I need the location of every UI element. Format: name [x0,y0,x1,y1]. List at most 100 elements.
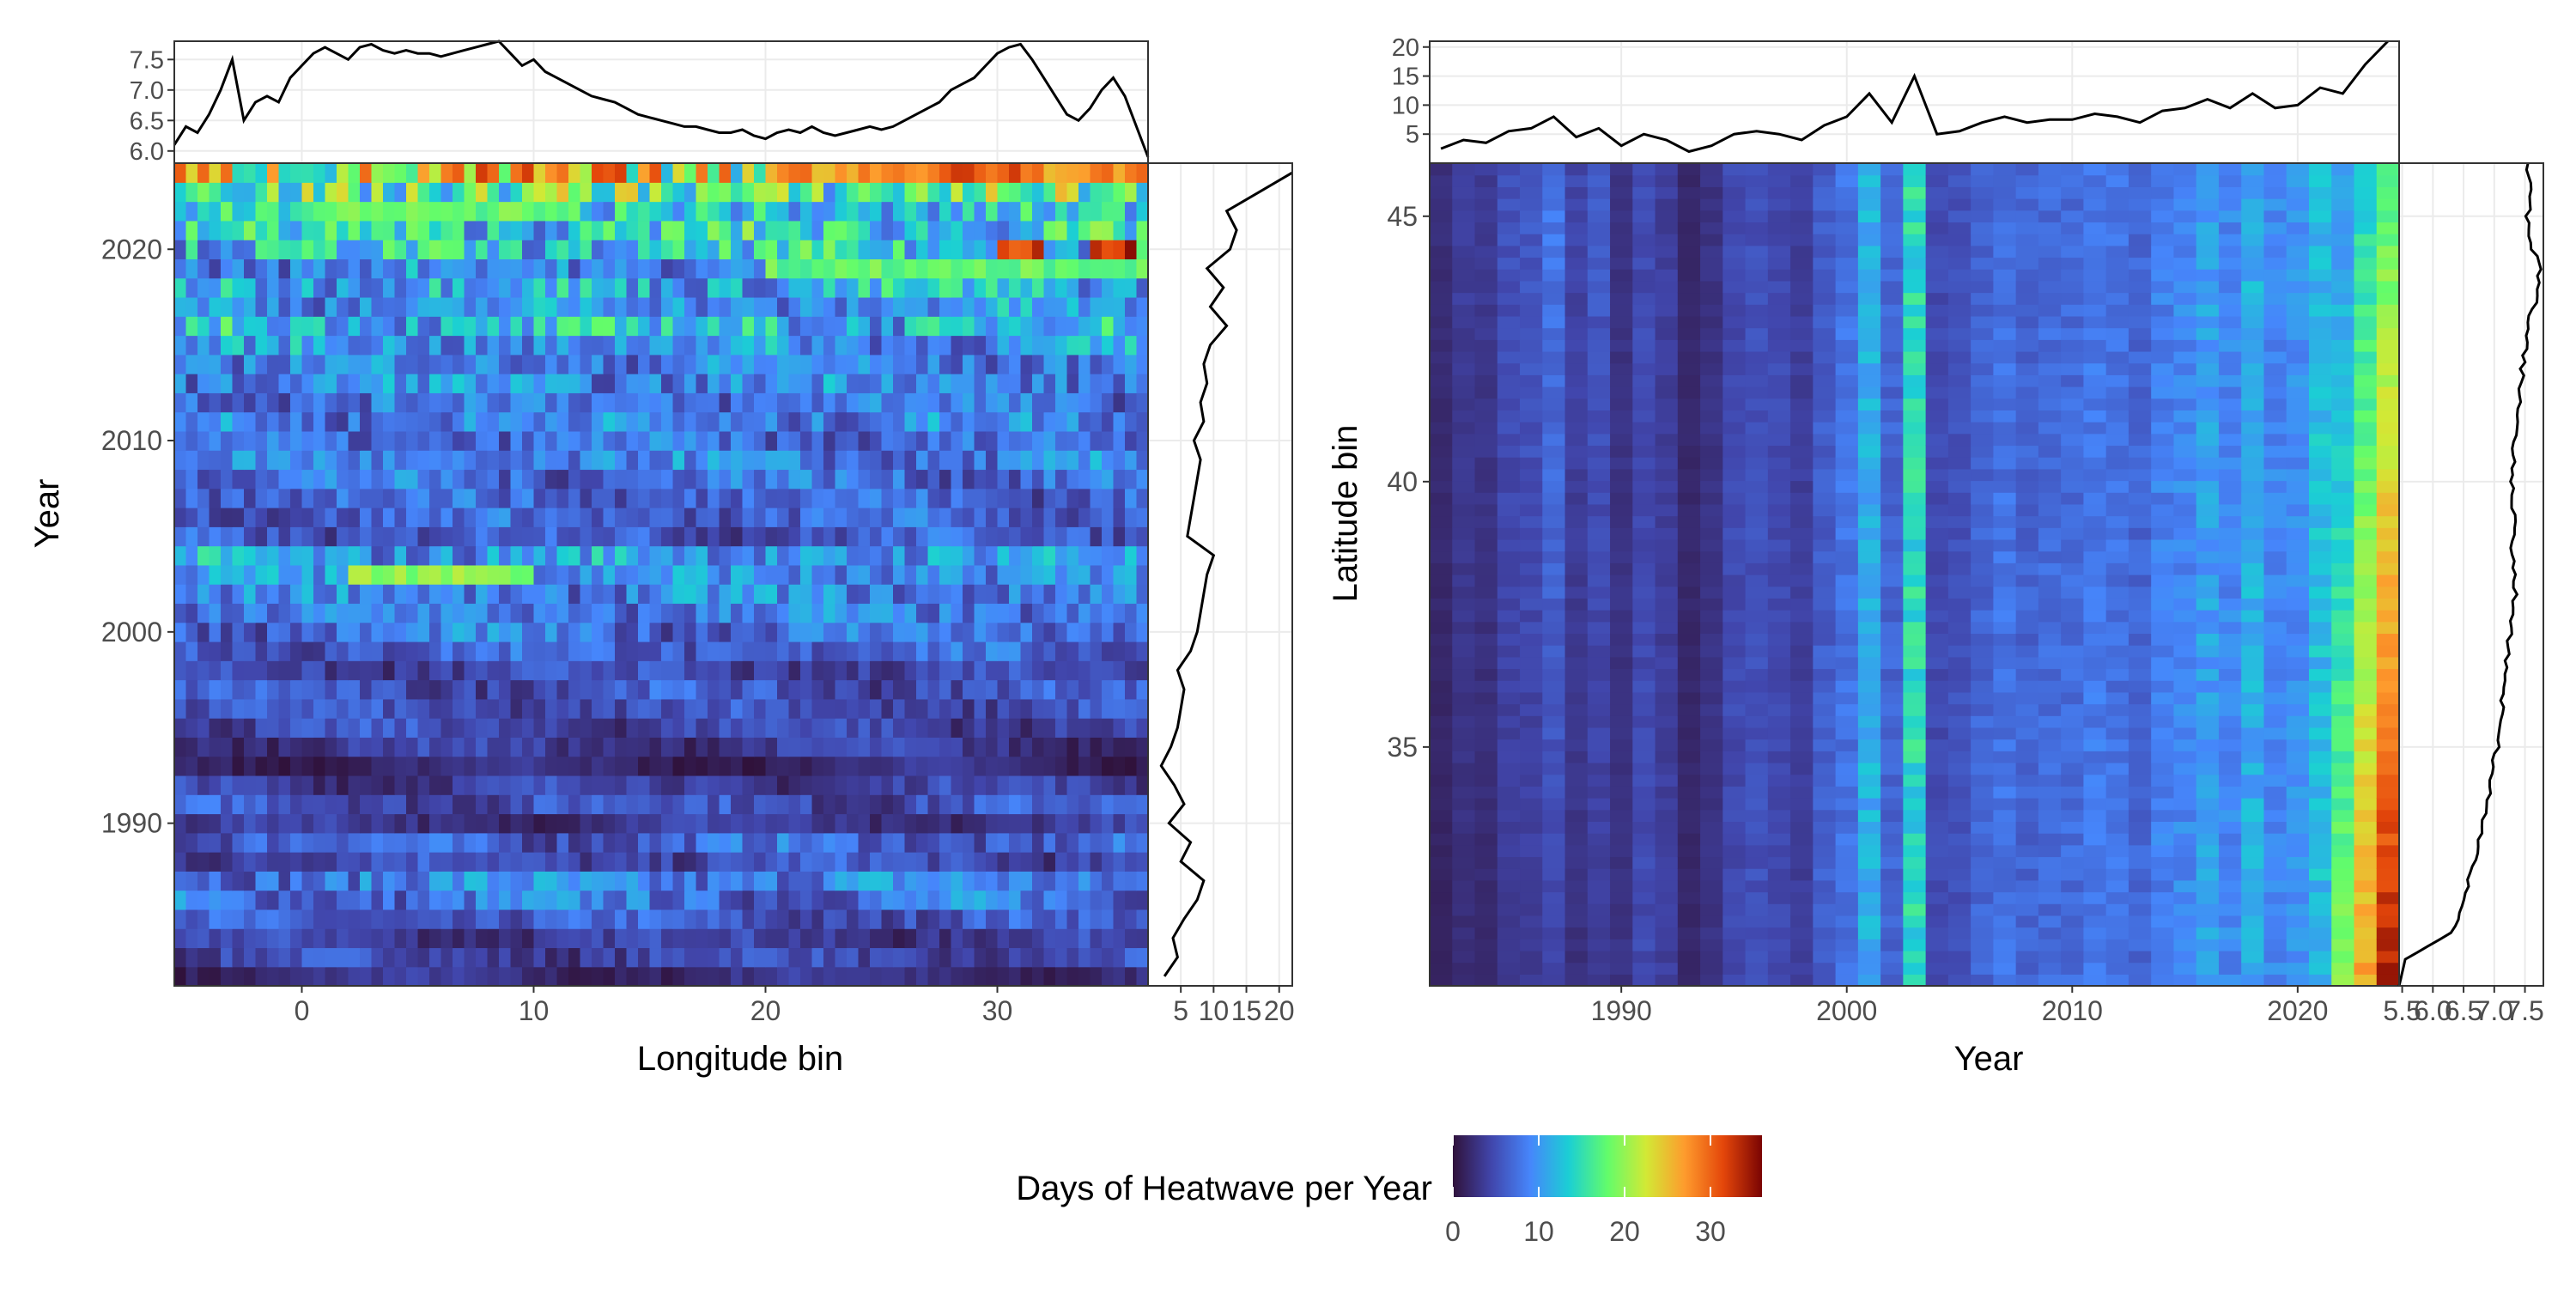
heatmap-cell [963,947,975,968]
heatmap-cell [1610,962,1633,975]
heatmap-cell [626,488,639,508]
heatmap-cell [360,163,373,183]
heatmap-cell [742,258,755,279]
heatmap-cell [325,450,337,471]
heatmap-cell [997,890,1010,910]
heatmap-cell [638,201,651,222]
heatmap-cell [1610,327,1633,340]
heatmap-cell [1722,586,1747,599]
heatmap-cell [1009,392,1022,413]
heatmap-cell [1632,621,1656,635]
heatmap-cell [1520,269,1543,282]
heatmap-cell [1430,774,1453,787]
heatmap-cell [1090,354,1103,374]
heatmap-cell [1700,257,1723,270]
heatmap-cell [847,871,860,891]
heatmap-cell [904,469,917,489]
heatmap-cell [1009,564,1022,585]
heatmap-cell [464,603,477,623]
heatmap-cell [1102,584,1115,605]
heatmap-cell [1032,641,1045,661]
heatmap-cell [1632,879,1656,893]
heatmap-cell [1430,480,1453,493]
heatmap-cell [1655,962,1679,975]
heatmap-cell [811,182,824,203]
heatmap-cell [672,374,685,393]
heatmap-cell [870,622,883,642]
heatmap-cell [1790,668,1814,681]
heatmap-cell [545,220,558,240]
heatmap-cell [1113,603,1126,623]
heatmap-cell [1430,362,1453,375]
heatmap-cell [337,564,349,585]
heatmap-cell [453,450,465,471]
heatmap-cell [1677,503,1701,517]
heatmap-cell [197,163,210,183]
heatmap-cell [1677,633,1701,646]
heatmap-cell [603,679,616,700]
heatmap-cell [1430,809,1453,822]
heatmap-cell [348,794,361,815]
heatmap-cell [1078,450,1091,471]
heatmap-cell [499,411,512,432]
heatmap-cell [1610,386,1633,399]
heatmap-cell [464,794,477,815]
heatmap-cell [1452,715,1476,728]
heatmap-cell [1677,715,1701,728]
heatmap-cell [255,871,268,891]
heatmap-cell [337,335,349,356]
heatmap-cell [556,335,569,356]
heatmap-cell [1700,468,1723,482]
heatmap-cell [476,679,489,700]
heatmap-cell [1452,350,1476,364]
heatmap-cell [510,258,523,279]
heatmap-cell [603,603,616,623]
heatmap-cell [708,622,720,642]
heatmap-cell [661,392,674,413]
heatmap-cell [221,354,234,374]
heatmap-cell [1474,538,1498,552]
heatmap-cell [1542,198,1566,211]
heatmap-cell [568,182,581,203]
heatmap-cell [800,718,813,738]
heatmap-cell [476,220,489,240]
heatmap-cell [522,354,535,374]
heatmap-cell [406,832,419,853]
heatmap-cell [904,163,917,183]
heatmap-cell [823,258,836,279]
heatmap-cell [232,794,245,815]
heatmap-cell [1043,526,1056,547]
heatmap-cell [337,794,349,815]
heatmap-cell [1767,339,1791,352]
heatmap-cell [371,909,384,929]
heatmap-cell [185,354,198,374]
heatmap-cell [1564,257,1589,270]
heatmap-cell [1632,210,1656,223]
heatmap-cell [232,316,245,337]
heatmap-cell [997,335,1010,356]
heatmap-cell [1078,890,1091,910]
heatmap-cell [1655,398,1679,410]
heatmap-cell [1677,879,1701,893]
heatmap-cell [476,296,489,317]
heatmap-cell [927,182,940,203]
heatmap-cell [731,335,744,356]
heatmap-cell [1677,621,1701,635]
heatmap-cell [1790,527,1814,540]
heatmap-cell [510,335,523,356]
heatmap-cell [1020,871,1033,891]
heatmap-cell [765,335,778,356]
heatmap-cell [267,660,280,681]
heatmap-cell [672,603,685,623]
heatmap-cell [927,871,940,891]
heatmap-cell [800,411,813,432]
heatmap-cell [719,584,732,605]
heatmap-cell [1722,739,1747,751]
heatmap-cell [255,240,268,259]
heatmap-cell [1125,603,1138,623]
heatmap-cell [1113,277,1126,298]
heatmap-cell [185,622,198,642]
heatmap-cell [476,430,489,451]
heatmap-cell [1430,492,1453,505]
heatmap-cell [1813,292,1837,305]
